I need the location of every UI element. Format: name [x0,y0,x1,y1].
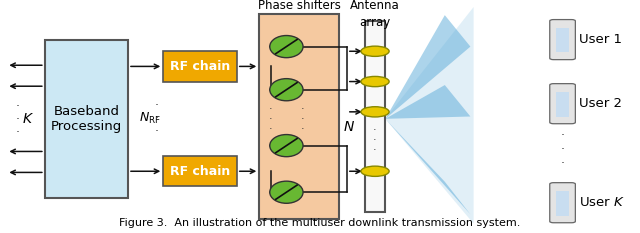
FancyBboxPatch shape [550,20,575,60]
FancyBboxPatch shape [550,84,575,124]
Bar [163,156,237,186]
FancyBboxPatch shape [550,183,575,223]
Circle shape [361,76,389,87]
Polygon shape [385,85,470,119]
Text: User 2: User 2 [579,97,622,110]
Bar [556,92,569,116]
Text: $K$: $K$ [22,112,33,126]
Text: Figure 3.  An illustration of the multiuser downlink transmission system.: Figure 3. An illustration of the multius… [119,218,521,228]
Text: Phase shifters: Phase shifters [258,0,340,12]
Polygon shape [385,119,470,214]
Ellipse shape [270,181,303,203]
Text: $N_{\mathrm{RF}}$: $N_{\mathrm{RF}}$ [140,111,161,126]
Circle shape [361,107,389,117]
Text: ·
·
·: · · · [373,125,377,155]
Text: ·
·
·: · · · [155,99,159,138]
Text: RF chain: RF chain [170,60,230,73]
Circle shape [361,46,389,56]
Bar [163,51,237,82]
Ellipse shape [270,79,303,101]
Text: User $K$: User $K$ [579,196,625,209]
Bar [556,191,569,216]
Bar [365,21,385,212]
Text: RF chain: RF chain [170,165,230,178]
Bar [45,40,128,198]
Text: $N$: $N$ [343,120,355,134]
Text: array: array [360,16,390,29]
Ellipse shape [270,35,303,58]
Text: ·
·
·: · · · [301,104,304,134]
Bar [259,14,339,219]
Polygon shape [385,7,474,224]
Text: Baseband
Processing: Baseband Processing [51,105,122,133]
Text: ·
·
·: · · · [269,104,272,134]
Polygon shape [385,15,470,119]
Text: User 1: User 1 [579,33,622,46]
Bar [556,28,569,52]
Text: ·
·
·: · · · [16,100,20,140]
Text: ·
·
·: · · · [561,129,564,170]
Circle shape [361,166,389,176]
Ellipse shape [270,135,303,157]
Text: Antenna: Antenna [350,0,400,12]
